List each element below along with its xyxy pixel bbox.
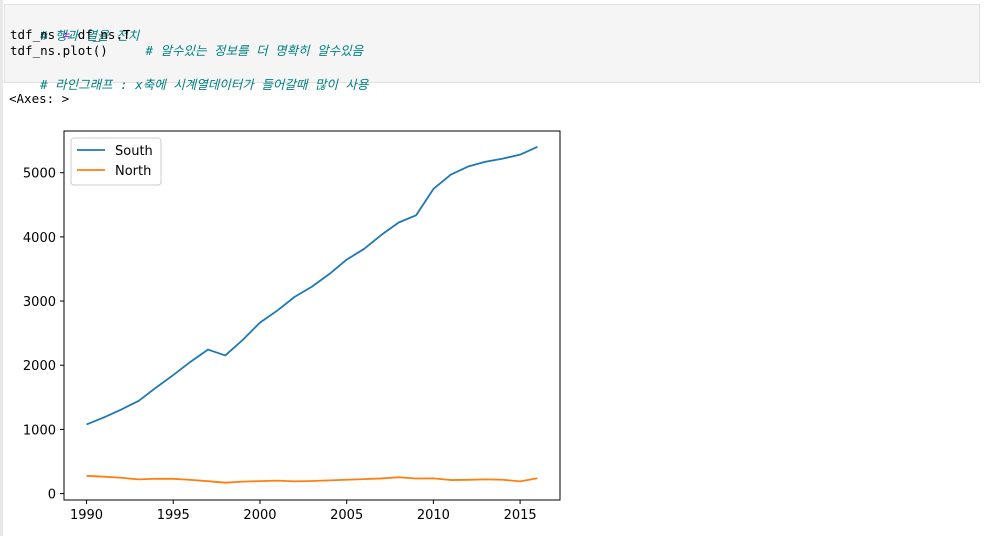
y-tick-label: 4000	[23, 231, 56, 246]
code-comment: # 라인그래프 : x축에 시계열데이터가 들어갈때 많이 사용	[40, 77, 369, 92]
code-line-2: tdf_ns = df_ns.T	[10, 26, 130, 43]
x-tick-label: 2015	[504, 508, 537, 523]
x-tick-label: 2005	[330, 508, 363, 523]
y-tick-label: 2000	[23, 359, 56, 374]
legend-label-south: South	[115, 144, 153, 159]
code-operator: =	[62, 27, 71, 42]
y-tick-label: 5000	[23, 167, 56, 182]
code-cell[interactable]: # 행과 열을 전치 tdf_ns = df_ns.T tdf_ns.plot(…	[4, 4, 980, 92]
x-tick-label: 2000	[243, 508, 276, 523]
y-tick-label: 3000	[23, 295, 56, 310]
line-chart: 1990 1995 2000 2005 2010 2015 0 1000 2000 3000 400…	[23, 130, 561, 523]
output-repr: <Axes: >	[9, 91, 70, 106]
code-comment: # 알수있는 정보를 더 명확히 알수있음	[145, 43, 364, 58]
code-comment: # 행과 열을 전치	[40, 28, 140, 43]
plot-frame	[63, 130, 561, 501]
x-tick-label: 2010	[417, 508, 450, 523]
y-tick-label: 0	[48, 488, 56, 503]
series-line-north	[86, 474, 538, 484]
x-tick-label: 1990	[70, 508, 103, 523]
code-call: tdf_ns.plot()	[10, 43, 108, 58]
code-line-4: # 라인그래프 : x축에 시계열데이터가 들어갈때 많이 사용	[10, 59, 368, 110]
code-expression: df_ns.T	[77, 27, 131, 42]
y-tick-label: 1000	[23, 423, 56, 438]
series-line-south	[86, 145, 538, 426]
code-line-3: tdf_ns.plot() # 알수있는 정보를 더 명확히 알수있음	[10, 42, 363, 59]
code-line-1: # 행과 열을 전치	[10, 10, 139, 61]
legend-label-north: North	[115, 164, 151, 179]
cell-left-bar	[0, 0, 3, 536]
x-tick-label: 1995	[157, 508, 190, 523]
code-variable: tdf_ns	[10, 27, 56, 42]
